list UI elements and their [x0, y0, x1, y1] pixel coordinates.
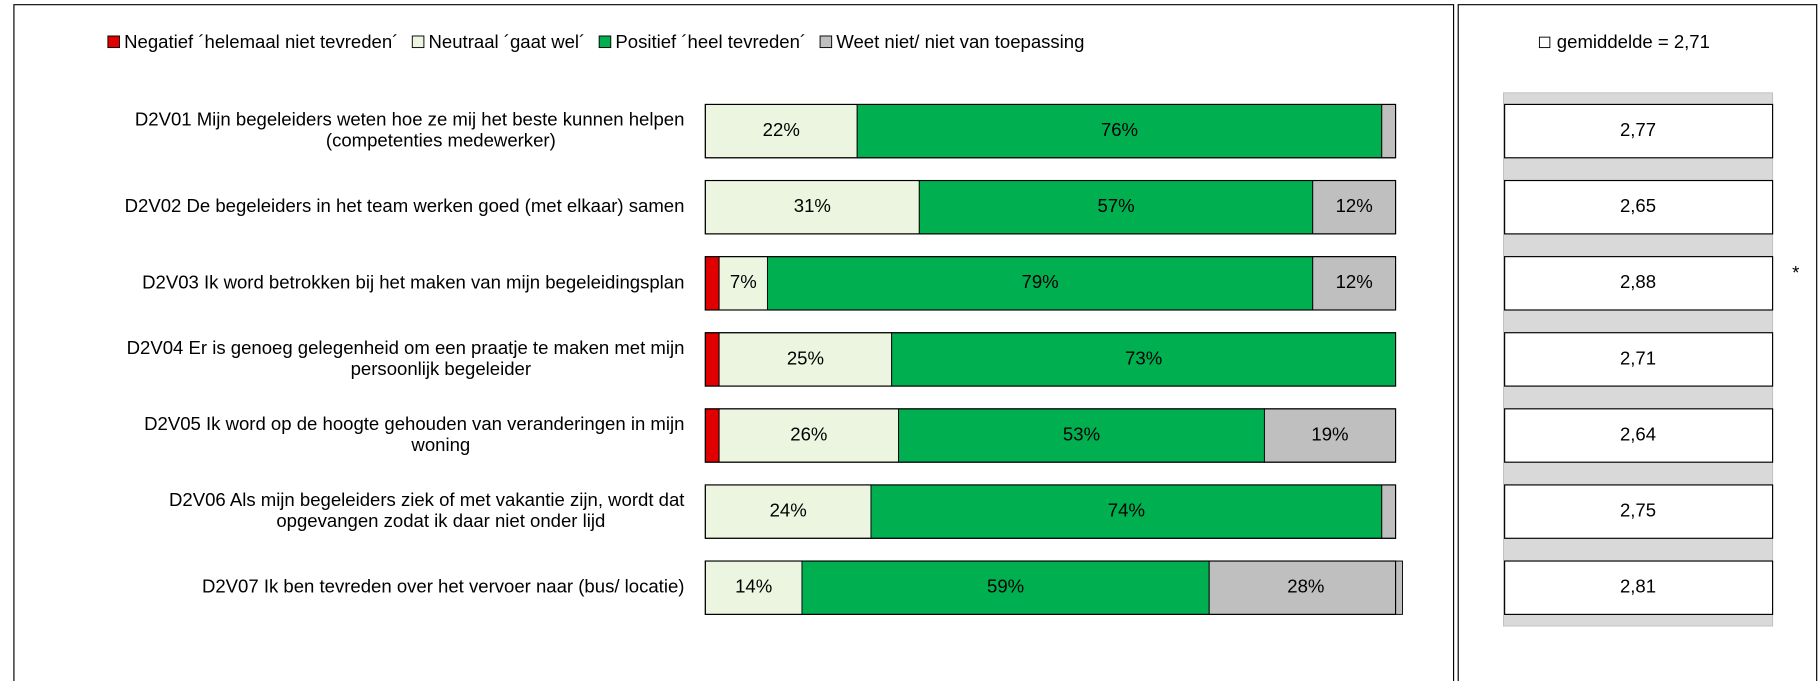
data-label: 7% — [730, 271, 757, 292]
mean-label: 2,71 — [1620, 347, 1656, 368]
category-label-line: opgevangen zodat ik daar niet onder lijd — [276, 510, 605, 531]
bar-outline — [704, 256, 1397, 311]
mean-legend-label: gemiddelde = 2,71 — [1557, 31, 1710, 52]
bar-segment — [1208, 560, 1403, 615]
legend-label: Positief ´heel tevreden´ — [615, 31, 806, 52]
data-label: 22% — [763, 119, 800, 140]
category-label-line: D2V01 Mijn begeleiders weten hoe ze mij … — [135, 109, 685, 130]
data-label: 73% — [1125, 347, 1162, 368]
mean-box — [1504, 256, 1774, 311]
bar-segment — [704, 408, 720, 463]
data-label: 57% — [1097, 195, 1134, 216]
bar-segment — [704, 560, 803, 615]
data-label: 28% — [1287, 576, 1324, 597]
data-label: 26% — [790, 423, 827, 444]
data-label: 19% — [1311, 423, 1348, 444]
bar-segment — [718, 408, 900, 463]
category-label: D2V03 Ik word betrokken bij het maken va… — [142, 271, 684, 292]
right-panel-border — [1457, 4, 1818, 681]
category-label-line: D2V07 Ik ben tevreden over het vervoer n… — [202, 576, 684, 597]
category-label: D2V06 Als mijn begeleiders ziek of met v… — [169, 489, 685, 531]
bar-segment — [1312, 180, 1397, 235]
bar-segment — [801, 560, 1210, 615]
bar-segment — [856, 103, 1383, 159]
mean-label: 2,64 — [1620, 423, 1656, 444]
mean-box — [1504, 103, 1774, 159]
bar-segment — [918, 180, 1314, 235]
data-label: 12% — [1336, 195, 1373, 216]
bar-segment — [704, 256, 720, 311]
data-label: 53% — [1063, 423, 1100, 444]
mean-box — [1504, 408, 1774, 463]
bar-segment — [1263, 408, 1397, 463]
mean-label: 2,81 — [1620, 576, 1656, 597]
bar-segment — [704, 103, 858, 159]
data-label: 79% — [1022, 271, 1059, 292]
category-label-line: persoonlijk begeleider — [351, 358, 531, 379]
mean-label: 2,77 — [1620, 119, 1656, 140]
data-label: 24% — [770, 500, 807, 521]
bar-outline — [704, 484, 1397, 539]
mean-label: 2,75 — [1620, 500, 1656, 521]
mean-box — [1504, 179, 1774, 235]
category-label: D2V04 Er is genoeg gelegenheid om een pr… — [127, 337, 685, 379]
legend-label: Neutraal ´gaat wel´ — [429, 31, 586, 52]
data-label: 59% — [987, 576, 1024, 597]
bar-segment — [870, 484, 1383, 539]
bar-segment — [704, 484, 872, 539]
legend-swatch — [819, 35, 833, 49]
mean-legend-swatch — [1538, 36, 1551, 49]
category-label-line: D2V02 De begeleiders in het team werken … — [125, 195, 685, 216]
mean-label: 2,88 — [1620, 271, 1656, 292]
mean-box — [1504, 332, 1774, 387]
category-label-line: (competenties medewerker) — [326, 129, 556, 150]
category-label-line: D2V03 Ik word betrokken bij het maken va… — [142, 271, 684, 292]
left-panel-border — [13, 4, 1455, 681]
bar-segment — [891, 332, 1397, 387]
bar-outline — [704, 103, 1397, 159]
category-label-line: D2V04 Er is genoeg gelegenheid om een pr… — [127, 337, 685, 358]
legend-label: Negatief ´helemaal niet tevreden´ — [124, 31, 398, 52]
bar-segment — [704, 332, 720, 387]
bar-outline — [704, 332, 1397, 387]
data-label: 25% — [787, 347, 824, 368]
category-label-line: woning — [410, 434, 470, 455]
category-label: D2V05 Ik word op de hoogte gehouden van … — [144, 413, 684, 455]
legend-swatch — [411, 35, 425, 49]
mean-box — [1504, 484, 1774, 539]
bar-outline — [704, 179, 1397, 235]
bar-segment — [766, 256, 1314, 311]
bar-segment — [1312, 256, 1397, 311]
legend-label: Weet niet/ niet van toepassing — [836, 31, 1084, 52]
bar-segment — [898, 408, 1265, 463]
category-label-line: D2V06 Als mijn begeleiders ziek of met v… — [169, 489, 685, 510]
legend-swatch — [107, 35, 120, 49]
bar-outline — [704, 560, 1397, 615]
annotation: * — [1792, 262, 1799, 283]
legend-swatch — [598, 35, 612, 49]
bar-segment — [1381, 484, 1397, 539]
bar-outline — [704, 408, 1397, 463]
mean-label: 2,65 — [1620, 195, 1656, 216]
data-label: 14% — [735, 576, 772, 597]
bar-segment — [1381, 103, 1397, 159]
category-label: D2V07 Ik ben tevreden over het vervoer n… — [202, 576, 684, 597]
bar-segment — [718, 256, 768, 311]
data-label: 31% — [794, 195, 831, 216]
mean-box — [1504, 560, 1774, 615]
category-label: D2V01 Mijn begeleiders weten hoe ze mij … — [135, 109, 685, 151]
category-label: D2V02 De begeleiders in het team werken … — [125, 195, 685, 216]
bar-segment — [718, 332, 893, 387]
data-label: 12% — [1336, 271, 1373, 292]
category-label-line: D2V05 Ik word op de hoogte gehouden van … — [144, 413, 684, 434]
data-label: 74% — [1108, 500, 1145, 521]
data-label: 76% — [1101, 119, 1138, 140]
